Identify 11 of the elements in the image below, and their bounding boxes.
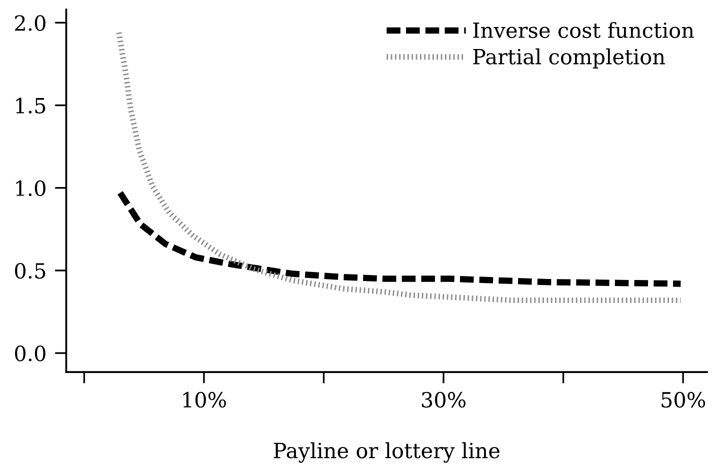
- x-axis-title: Payline or lottery line: [274, 442, 500, 463]
- y-tick-label: 1.5: [16, 98, 46, 114]
- legend-label: Inverse cost function: [473, 22, 694, 38]
- x-tick-label: 50%: [662, 392, 706, 408]
- y-tick-label: 0.0: [15, 346, 46, 362]
- x-tick-label: 30%: [422, 392, 466, 408]
- x-tick-label: 10%: [183, 392, 226, 408]
- y-tick-label: 0.5: [15, 262, 46, 279]
- y-tick-label: 2.0: [15, 15, 46, 31]
- legend-label: Partial completion: [473, 48, 665, 69]
- y-tick-label: 1.0: [16, 180, 46, 196]
